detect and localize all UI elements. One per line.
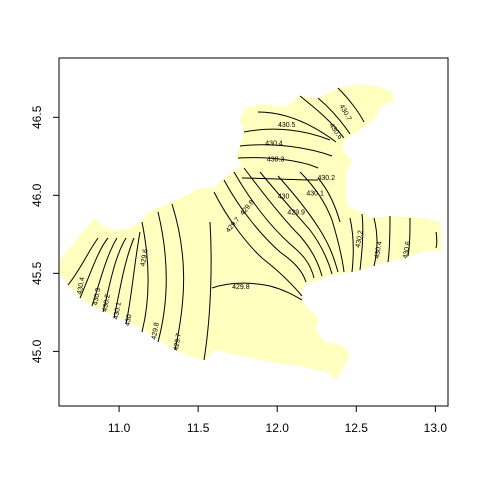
contour-line <box>213 191 303 297</box>
contour-label: 430.5 <box>278 122 296 129</box>
contour-label: 430.1 <box>113 302 123 321</box>
contour-label: 429.8 <box>151 322 161 341</box>
contour-line <box>241 177 319 181</box>
contour-line <box>337 87 365 123</box>
contour-line <box>157 211 167 343</box>
contour-label: 430 <box>124 314 133 327</box>
x-tick-label: 11.5 <box>187 421 210 435</box>
contour-line <box>299 95 345 139</box>
contour-line <box>203 221 212 361</box>
contour-line <box>67 237 99 286</box>
contour-label: 429.9 <box>287 209 305 216</box>
contour-line <box>237 157 319 169</box>
y-tick-label: 46.0 <box>30 183 44 207</box>
contour-line <box>387 215 391 263</box>
contour-line <box>113 237 135 319</box>
contour-label: 430.2 <box>317 175 335 182</box>
x-tick-label: 12.0 <box>266 421 290 435</box>
contour-line <box>317 97 351 135</box>
y-tick-label: 46.5 <box>30 105 44 129</box>
contour-line <box>102 237 127 313</box>
contour-line <box>243 167 323 277</box>
contour-line <box>171 203 185 351</box>
contour-line <box>223 179 307 283</box>
x-tick-label: 11.0 <box>108 421 131 435</box>
y-tick-label: 45.0 <box>30 339 44 363</box>
contour-line <box>299 171 345 273</box>
contour-line <box>277 175 339 273</box>
y-tick-label: 45.5 <box>30 261 44 285</box>
contour-line <box>373 217 378 267</box>
contour-line <box>259 171 333 275</box>
contour-label: 430.3 <box>267 156 285 163</box>
contour-line <box>317 177 341 223</box>
contour-label: 429.6 <box>140 248 150 267</box>
contour-line <box>91 237 118 307</box>
contour-line <box>359 213 364 271</box>
x-tick-label: 12.5 <box>345 421 369 435</box>
contour-line <box>257 111 337 143</box>
contour-lines <box>67 87 438 361</box>
x-tick-label: 13.0 <box>424 421 448 435</box>
land-region <box>58 84 442 380</box>
contour-line <box>233 171 315 279</box>
contour-label: 430.1 <box>306 191 324 198</box>
contour-label: 429.7 <box>173 333 183 352</box>
contour-line <box>211 282 303 301</box>
contour-label: 430.4 <box>374 241 384 260</box>
contour-line <box>141 221 149 333</box>
y-axis: 45.0 45.5 46.0 46.5 <box>30 105 60 363</box>
contour-label: 429.8 <box>232 284 250 291</box>
contour-line <box>349 217 354 273</box>
contour-label: 430.4 <box>77 277 87 296</box>
contour-label: 430.2 <box>102 294 112 313</box>
contour-line <box>125 231 141 325</box>
x-axis: 11.0 11.5 12.0 12.5 13.0 <box>108 405 448 435</box>
contour-line <box>243 128 331 141</box>
contour-label: 430.2 <box>355 230 365 249</box>
contour-line <box>79 237 109 299</box>
contour-line <box>239 144 333 157</box>
contour-label: 430 <box>278 194 290 201</box>
contour-label: 430.3 <box>92 287 102 306</box>
contour-line <box>407 217 411 257</box>
contour-line <box>435 231 438 249</box>
contour-label: 430.6 <box>402 241 412 260</box>
contour-label: 430.4 <box>265 141 283 148</box>
